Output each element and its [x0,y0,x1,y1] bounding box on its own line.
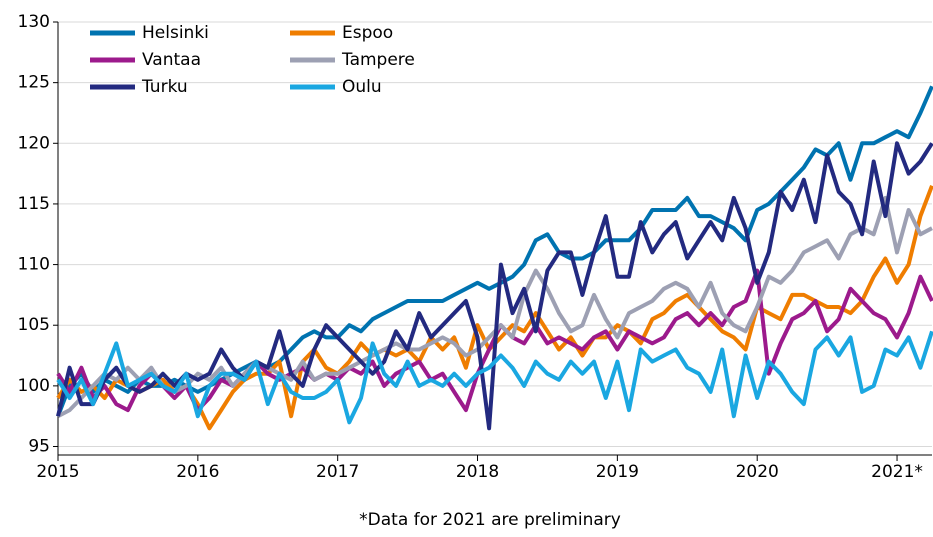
y-tick-label: 110 [18,255,50,275]
footnote: *Data for 2021 are preliminary [359,510,621,530]
x-tick-label: 2018 [456,462,499,482]
x-tick-label: 2020 [736,462,779,482]
y-tick-label: 105 [18,315,50,335]
x-tick-label: 2021* [871,462,923,482]
y-tick-label: 100 [18,376,50,396]
legend-label: Oulu [342,77,382,97]
legend-label: Espoo [342,23,393,43]
y-tick-label: 130 [18,12,50,32]
y-tick-label: 95 [28,437,50,457]
x-tick-label: 2016 [176,462,219,482]
series-line [56,85,933,417]
y-tick-label: 120 [18,133,50,153]
legend-label: Tampere [341,50,415,70]
legend-label: Helsinki [142,23,209,43]
y-tick-label: 115 [18,194,50,214]
series-line [56,330,933,425]
series-line [56,141,933,431]
x-tick-label: 2017 [316,462,359,482]
x-tick-label: 2015 [36,462,79,482]
legend-label: Turku [141,77,188,97]
legend-label: Vantaa [142,50,201,70]
x-tick-label: 2019 [596,462,639,482]
y-tick-label: 125 [18,73,50,93]
